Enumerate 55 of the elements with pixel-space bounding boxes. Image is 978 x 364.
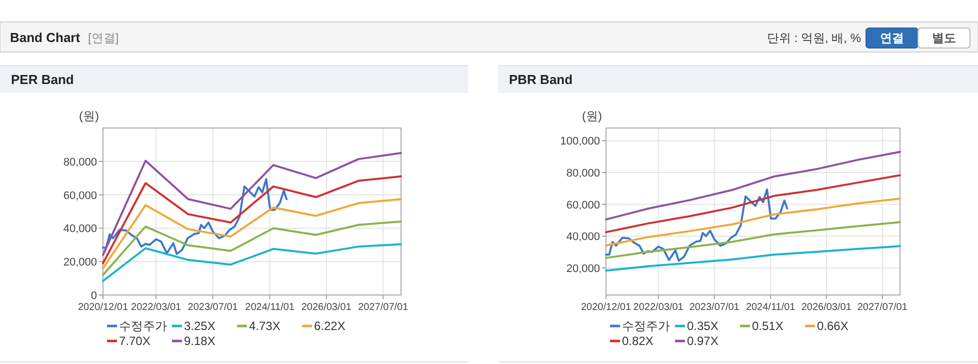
y-tick-label: 80,000 bbox=[566, 168, 600, 180]
legend-label: 0.66X bbox=[817, 319, 848, 333]
x-tick-label: 2026/03/01 bbox=[801, 302, 852, 313]
legend-label: 7.70X bbox=[119, 334, 150, 348]
line-series bbox=[102, 152, 402, 256]
legend-label: 수정주가 bbox=[622, 319, 670, 333]
line-series bbox=[102, 220, 402, 276]
legend-label: 9.18X bbox=[184, 334, 216, 348]
legend-label: 0.82X bbox=[622, 334, 654, 348]
line-series bbox=[102, 198, 402, 270]
y-tick-label: 0 bbox=[90, 290, 97, 302]
legend-label: 3.25X bbox=[184, 319, 216, 333]
x-tick-label: 2024/11/01 bbox=[245, 302, 295, 313]
y-tick-label: 40,000 bbox=[63, 223, 97, 236]
x-tick-label: 2020/12/01 bbox=[78, 302, 128, 313]
x-tick-label: 2022/03/01 bbox=[131, 302, 182, 313]
line-series bbox=[605, 150, 901, 220]
text: [연결] bbox=[88, 31, 119, 45]
text: 단위 : 억원, 배, % bbox=[766, 31, 862, 45]
y-tick-label: 20,000 bbox=[63, 256, 97, 269]
x-tick-label: 2023/07/01 bbox=[188, 302, 238, 313]
line-series bbox=[102, 178, 288, 255]
x-tick-label: 2020/12/01 bbox=[580, 302, 632, 313]
x-tick-label: 2027/07/01 bbox=[358, 302, 409, 313]
line-series bbox=[605, 221, 901, 259]
text: 연결 bbox=[880, 31, 904, 45]
line-series bbox=[102, 243, 402, 282]
legend-label: 6.22X bbox=[314, 319, 346, 333]
line-series bbox=[605, 245, 901, 272]
text: 별도 bbox=[932, 31, 956, 45]
legend-label: 0.35X bbox=[687, 319, 718, 333]
legend-label: 수정주가 bbox=[119, 319, 167, 333]
x-tick-label: 2023/07/01 bbox=[689, 302, 740, 313]
chart-title: PER Band bbox=[11, 72, 74, 87]
y-tick-label: 80,000 bbox=[63, 156, 97, 168]
legend-label: 0.97X bbox=[687, 334, 718, 348]
legend-label: 4.73X bbox=[249, 319, 280, 333]
y-tick-label: 60,000 bbox=[566, 199, 600, 212]
y-axis-title: (원) bbox=[582, 109, 602, 123]
y-tick-label: 20,000 bbox=[566, 262, 600, 275]
x-tick-label: 2024/11/01 bbox=[746, 302, 796, 313]
x-tick-label: 2027/07/01 bbox=[857, 302, 908, 313]
line-series bbox=[605, 188, 788, 262]
y-tick-label: 100,000 bbox=[560, 136, 600, 148]
x-tick-label: 2022/03/01 bbox=[633, 302, 684, 313]
y-tick-label: 60,000 bbox=[63, 190, 97, 202]
y-tick-label: 40,000 bbox=[566, 231, 600, 244]
legend-label: 0.51X bbox=[752, 319, 784, 333]
line-series bbox=[605, 174, 901, 234]
line-series bbox=[605, 198, 901, 247]
x-tick-label: 2026/03/01 bbox=[301, 302, 352, 313]
y-axis-title: (원) bbox=[79, 109, 99, 123]
line-series bbox=[102, 175, 402, 264]
text: Band Chart bbox=[10, 30, 81, 45]
chart-title: PBR Band bbox=[509, 72, 573, 87]
